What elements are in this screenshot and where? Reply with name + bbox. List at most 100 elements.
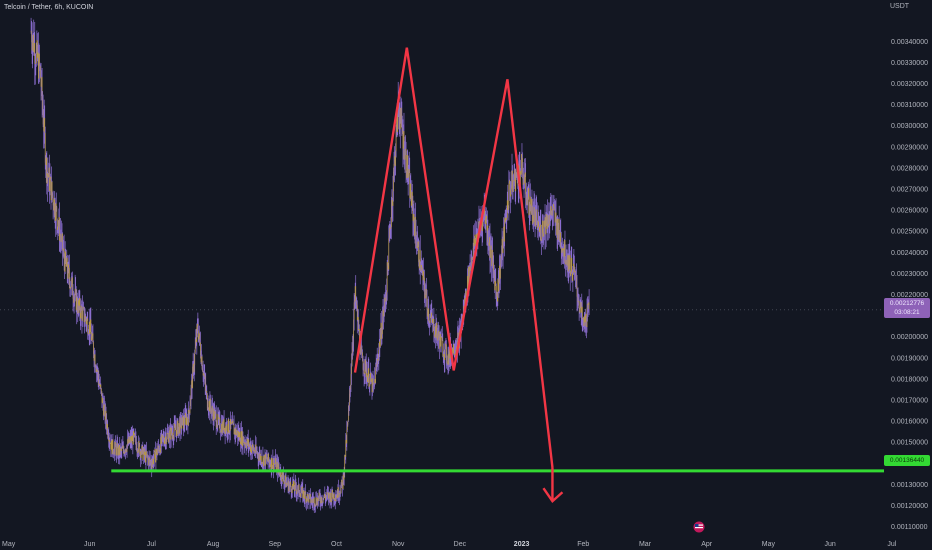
x-tick-label: May <box>2 541 16 548</box>
candle-body <box>257 453 258 455</box>
candle-body <box>347 420 349 425</box>
candle-body <box>246 442 247 449</box>
candle-body <box>354 286 356 300</box>
candle-body <box>541 239 542 241</box>
candle-body <box>282 472 284 474</box>
candle-body <box>429 317 431 323</box>
candle-body <box>426 289 427 298</box>
candle-body <box>129 436 131 440</box>
us-flag-event-icon[interactable] <box>693 521 705 533</box>
candle-body <box>586 325 587 327</box>
candle-body <box>60 237 62 242</box>
candle-body <box>119 445 121 455</box>
candle-body <box>264 455 266 466</box>
candle-body <box>279 470 281 475</box>
candle-body <box>422 267 424 281</box>
candle-body <box>395 151 396 166</box>
candle-body <box>530 196 531 211</box>
candle-body <box>427 308 429 317</box>
candle-body <box>469 266 470 286</box>
candle-body <box>178 426 179 435</box>
candle-body <box>550 206 552 213</box>
candle-body <box>391 212 392 228</box>
y-tick-label: 0.00200000 <box>891 334 928 341</box>
candle-body <box>39 65 41 67</box>
candle-body <box>88 321 90 334</box>
candle-body <box>292 484 294 487</box>
candle-body <box>553 203 554 210</box>
candle-body <box>180 418 182 429</box>
candle-body <box>96 369 98 372</box>
candle-body <box>286 482 288 485</box>
candle-body <box>235 428 237 436</box>
candle-body <box>83 307 85 323</box>
candle-body <box>216 427 218 428</box>
candle-body <box>393 171 394 192</box>
candle-body <box>380 336 381 347</box>
candle-body <box>40 77 42 87</box>
candle-body <box>430 312 432 317</box>
candle-body <box>105 410 107 422</box>
candle-body <box>35 48 37 64</box>
candle-body <box>284 480 286 482</box>
candle-body <box>170 427 171 440</box>
candle-body <box>560 232 562 248</box>
candle-body <box>406 154 408 178</box>
candle-body <box>49 167 50 192</box>
candle-body <box>415 216 416 233</box>
candle-body <box>33 34 35 53</box>
candle-countdown: 03:08:21 <box>894 309 920 316</box>
candle-body <box>76 297 78 311</box>
candle-body <box>478 220 480 233</box>
candle-body <box>74 288 76 296</box>
candle-body <box>369 386 370 387</box>
candle-body <box>546 214 547 225</box>
double-top-pattern[interactable] <box>353 47 554 468</box>
candle-body <box>457 332 459 337</box>
candle-body <box>99 384 101 387</box>
candle-body <box>412 200 414 221</box>
candle-body <box>435 325 437 339</box>
candle-body <box>229 430 231 433</box>
candle-body <box>431 317 433 323</box>
candle-body <box>550 206 552 211</box>
candle-body <box>267 460 268 462</box>
candle-body <box>73 297 75 303</box>
candle-body <box>304 491 306 499</box>
candle-body <box>220 431 222 433</box>
currency-label: USDT <box>890 3 910 10</box>
candle-body <box>251 446 252 454</box>
candle-body <box>584 316 586 323</box>
candle-body <box>198 330 199 340</box>
candle-body <box>137 450 138 454</box>
candle-body <box>421 265 423 268</box>
candle-body <box>299 495 301 497</box>
candle-body <box>364 359 366 374</box>
candle-body <box>156 449 157 455</box>
candle-body <box>263 458 265 467</box>
candle-body <box>241 431 242 445</box>
candle-body <box>242 431 243 447</box>
candle-body <box>286 482 287 487</box>
candle-body <box>41 77 42 87</box>
candle-body <box>143 448 145 453</box>
candle-body <box>126 444 128 452</box>
candle-body <box>577 297 579 303</box>
candle-body <box>277 461 278 474</box>
candle-body <box>154 449 156 451</box>
candle-body <box>91 336 93 341</box>
candle-body <box>585 314 587 326</box>
chart-title: Telcoin / Tether, 6h, KUCOIN <box>4 4 94 11</box>
candle-body <box>78 298 80 306</box>
candle-body <box>152 458 154 465</box>
candle-body <box>526 199 528 205</box>
candle-body <box>141 446 143 454</box>
candle-body <box>570 271 572 276</box>
candle-body <box>323 494 325 498</box>
candle-body <box>300 493 302 497</box>
candle-body <box>565 262 566 265</box>
candle-body <box>52 193 53 196</box>
candle-body <box>151 466 153 469</box>
candle-body <box>382 320 383 335</box>
